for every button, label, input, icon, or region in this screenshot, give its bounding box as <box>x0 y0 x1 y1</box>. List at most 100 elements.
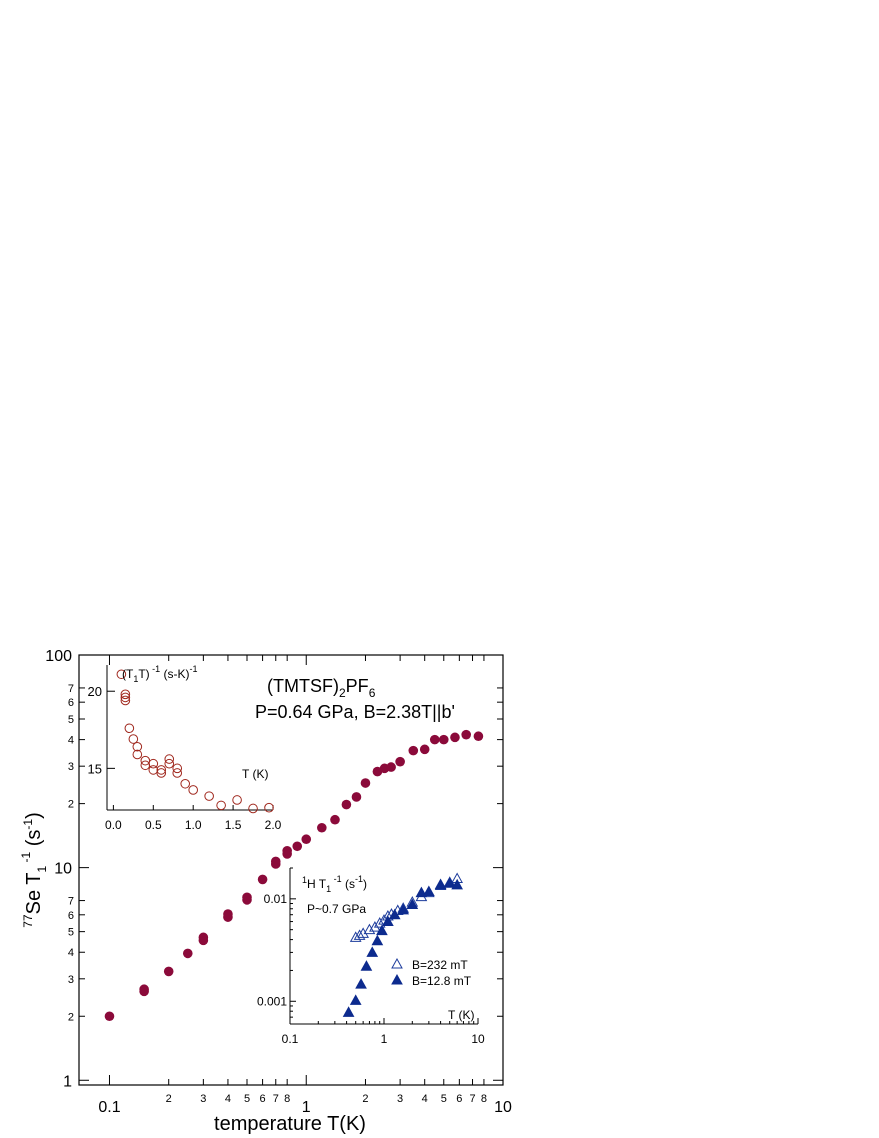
inset1-data-point <box>156 768 167 778</box>
main-data-point <box>450 732 460 743</box>
main-data-point <box>408 745 419 756</box>
main-x-tick-label: 5 <box>244 1093 250 1105</box>
main-data-points <box>104 729 484 1022</box>
main-y-tick-label: 6 <box>68 697 74 709</box>
inset2-filled-triangle <box>366 946 379 957</box>
inset1-ticks: 0.0 0.5 1.0 1.5 2.0 15 20 <box>88 684 282 832</box>
main-y-tick-label: 5 <box>68 714 74 726</box>
main-data-point <box>360 778 371 788</box>
inset2-legend: B=232 mT B=12.8 mT <box>391 957 472 988</box>
main-y-tick-label: 1 <box>63 1073 72 1090</box>
inset2-x-tick-label: 10 <box>471 1032 485 1046</box>
main-x-tick-label: 2 <box>166 1093 172 1105</box>
main-data-point <box>223 909 233 919</box>
inset1-y-tick-label: 20 <box>88 684 102 699</box>
inset1-y-label: (T1T) -1 (s-K)-1 <box>122 664 198 684</box>
inset2-annotation: P~0.7 GPa <box>307 902 366 916</box>
inset2-filled-triangle <box>342 1006 355 1017</box>
inset1-data-point <box>188 785 198 795</box>
inset-top-left: 0.0 0.5 1.0 1.5 2.0 15 20 (T1T) -1 (s-K)-1 T (… <box>88 664 282 832</box>
inset1-data-point <box>156 765 167 775</box>
main-y-tick-label: 6 <box>68 910 74 922</box>
inset1-x-tick-label: 0.5 <box>145 818 162 832</box>
inset2-filled-triangle <box>382 915 394 927</box>
main-y-tick-label: 7 <box>68 683 74 695</box>
main-data-point <box>182 948 193 959</box>
main-y-tick-label: 100 <box>45 648 72 665</box>
main-x-tick-label: 6 <box>456 1093 462 1105</box>
inset1-data-point <box>148 765 159 775</box>
main-x-axis-label: temperature T(K) <box>214 1113 366 1135</box>
inset1-data-point <box>264 802 274 813</box>
inset2-filled-triangle <box>388 908 401 920</box>
inset2-x-label: T (K) <box>448 1008 474 1022</box>
inset-bottom-right: 0.1 1 10 0.001 0.01 1H T1 -1 (s-1) P~0.7 GPa… <box>257 867 485 1046</box>
main-x-tick-label: 3 <box>397 1093 403 1105</box>
main-x-tick-label: 10 <box>494 1099 512 1116</box>
main-data-point <box>292 841 303 852</box>
main-y-tick-label: 3 <box>68 761 74 773</box>
main-y-tick-label: 7 <box>68 896 74 908</box>
main-plot-frame <box>78 654 504 1086</box>
main-data-point <box>163 966 174 977</box>
inset2-y-tick-label: 0.01 <box>264 892 288 906</box>
main-data-point <box>301 834 312 845</box>
inset2-legend-label: B=232 mT <box>412 958 468 972</box>
inset1-data-point <box>128 734 139 744</box>
inset1-data-point <box>148 758 159 769</box>
inset2-data-points <box>342 872 463 1017</box>
inset2-open-triangle <box>357 927 369 938</box>
inset2-filled-triangle <box>360 960 373 971</box>
inset1-x-label: T (K) <box>242 767 268 781</box>
main-data-point <box>139 984 149 995</box>
main-y-ticks: 1 2 3 4 5 6 7 10 2 3 4 5 6 7 100 <box>45 648 503 1090</box>
main-chart-title: (TMTSF)2PF6 <box>267 676 376 700</box>
main-x-tick-label: 1 <box>302 1099 311 1116</box>
main-data-point <box>461 729 471 740</box>
inset1-x-tick-label: 0.0 <box>105 818 122 832</box>
main-y-axis-label: 77Se T1 -1 (s-1) <box>19 812 49 928</box>
inset2-legend-marker <box>391 973 403 985</box>
inset2-open-triangle <box>363 923 376 935</box>
main-plot: 0.1 2 3 4 5 6 7 8 1 2 3 4 5 6 7 8 10 123456710234567100 … <box>19 648 512 1135</box>
main-data-point <box>198 932 209 943</box>
inset2-legend-marker <box>391 957 403 969</box>
inset1-data-point <box>216 800 226 811</box>
main-y-tick-label: 2 <box>68 1011 74 1023</box>
inset2-x-tick-label: 1 <box>381 1032 388 1046</box>
inset2-filled-triangle <box>355 978 367 989</box>
main-data-point <box>438 734 449 745</box>
main-x-tick-label: 8 <box>481 1093 487 1105</box>
main-data-point <box>317 822 327 833</box>
inset2-open-triangle <box>353 929 366 940</box>
main-x-tick-label: 5 <box>441 1093 447 1105</box>
inset2-filled-triangle <box>349 994 362 1005</box>
main-data-point <box>257 874 268 885</box>
main-x-tick-label: 4 <box>422 1093 428 1105</box>
inset2-filled-triangle <box>397 903 410 915</box>
inset1-x-tick-label: 1.0 <box>185 818 202 832</box>
main-data-point <box>419 744 430 755</box>
main-y-tick-label: 3 <box>68 974 74 986</box>
inset1-data-point <box>204 791 214 801</box>
main-data-point <box>341 799 352 810</box>
main-y-tick-label: 10 <box>54 861 72 878</box>
inset2-open-triangle <box>373 917 386 928</box>
inset1-data-point <box>140 755 151 766</box>
main-x-tick-label: 4 <box>225 1093 231 1105</box>
main-data-point <box>351 792 362 802</box>
inset2-y-tick-label: 0.001 <box>257 994 287 1008</box>
main-y-tick-label: 5 <box>68 927 74 939</box>
main-x-tick-label: 2 <box>362 1093 368 1105</box>
inset1-data-point <box>248 803 258 814</box>
inset1-data-point <box>120 689 131 700</box>
main-x-tick-label: 3 <box>200 1093 206 1105</box>
inset2-filled-triangle <box>422 885 435 896</box>
inset1-data-point <box>172 763 183 774</box>
inset1-data-point <box>132 741 143 752</box>
main-x-tick-label: 7 <box>469 1093 475 1105</box>
inset1-x-tick-label: 1.5 <box>225 818 242 832</box>
main-data-point <box>282 845 292 856</box>
inset1-data-point <box>232 795 242 805</box>
main-data-point <box>104 1011 115 1022</box>
